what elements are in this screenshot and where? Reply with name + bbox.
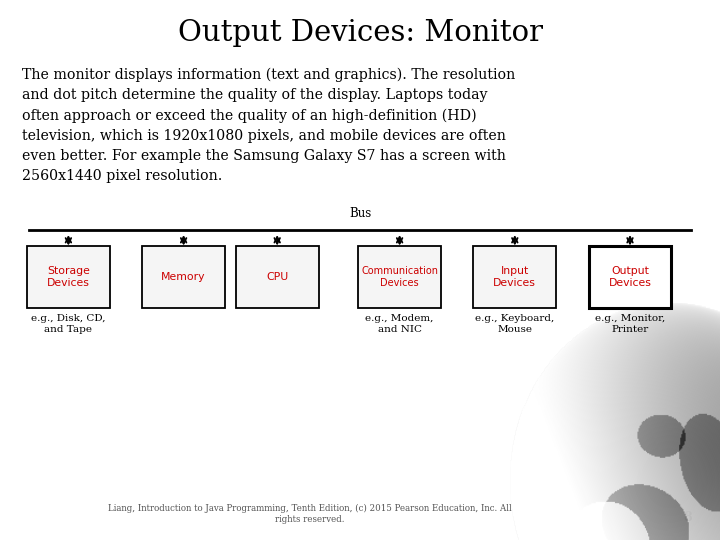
Bar	[236, 246, 319, 308]
Text: e.g., Monitor,
Printer: e.g., Monitor, Printer	[595, 314, 665, 334]
Text: e.g., Keyboard,
Mouse: e.g., Keyboard, Mouse	[475, 314, 554, 334]
Text: e.g., Modem,
and NIC: e.g., Modem, and NIC	[366, 314, 433, 334]
Text: e.g., Disk, CD,
and Tape: e.g., Disk, CD, and Tape	[31, 314, 106, 334]
Text: Storage
Devices: Storage Devices	[47, 266, 90, 287]
Bar	[359, 246, 441, 308]
Bar	[474, 246, 556, 308]
Bar	[589, 246, 671, 308]
Text: Output
Devices: Output Devices	[608, 266, 652, 287]
Text: Bus: Bus	[349, 207, 371, 220]
Text: Output Devices: Monitor: Output Devices: Monitor	[178, 19, 542, 47]
Text: Memory: Memory	[161, 272, 206, 282]
Text: Input
Devices: Input Devices	[493, 266, 536, 287]
Text: Communication
Devices: Communication Devices	[361, 266, 438, 287]
Text: CPU: CPU	[266, 272, 288, 282]
Bar	[27, 246, 109, 308]
Text: The monitor displays information (text and graphics). The resolution
and dot pit: The monitor displays information (text a…	[22, 68, 515, 183]
Text: Liang, Introduction to Java Programming, Tenth Edition, (c) 2015 Pearson Educati: Liang, Introduction to Java Programming,…	[108, 504, 511, 524]
Bar	[143, 246, 225, 308]
Text: 8: 8	[683, 511, 692, 524]
